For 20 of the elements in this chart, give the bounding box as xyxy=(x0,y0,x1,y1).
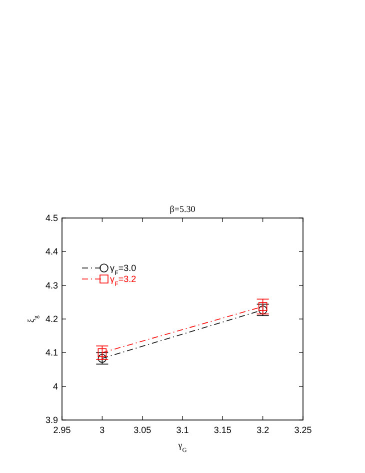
x-axis-title: γ$_{G}$ xyxy=(177,440,188,454)
legend-label: γ$_{F}$=3.2 xyxy=(110,274,136,288)
x-tick-label: 3.1 xyxy=(176,425,189,435)
x-tick-label: 2.95 xyxy=(53,425,71,435)
point xyxy=(98,348,107,358)
legend-label: γ$_{F}$=3.0 xyxy=(110,263,136,276)
y-tick-label: 4.1 xyxy=(45,348,58,358)
y-tick-label: 4.5 xyxy=(45,213,58,223)
y-tick-label: 4.2 xyxy=(45,314,58,324)
y-tick-label: 4.4 xyxy=(45,246,58,257)
chart-title: β=5.30 xyxy=(170,204,196,214)
x-tick-label: 3 xyxy=(100,425,105,435)
x-tick-label: 3.15 xyxy=(214,425,232,435)
y-tick-label: 3.9 xyxy=(45,415,58,425)
x-tick-label: 3.2 xyxy=(256,425,270,435)
y-tick-label: 4 xyxy=(52,381,58,392)
x-tick-label: 3.25 xyxy=(294,425,312,435)
x-tick-label: 3.05 xyxy=(134,425,152,435)
point xyxy=(258,302,268,311)
y-tick-label: 4.3 xyxy=(45,280,58,290)
